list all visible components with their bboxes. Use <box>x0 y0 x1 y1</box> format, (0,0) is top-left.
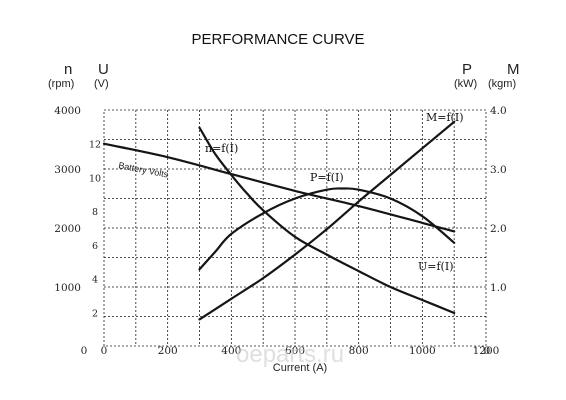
right-axis-zero-label: 0 <box>484 345 491 357</box>
axis-letter-n: n <box>64 61 72 78</box>
x-tick-label: 400 <box>221 345 241 357</box>
x-tick-label: 800 <box>349 345 369 357</box>
grid <box>104 110 486 346</box>
axis-unit-kgm: (kgm) <box>488 78 516 90</box>
x-tick-label: 600 <box>285 345 305 357</box>
label-p-curve: P=f(I) <box>310 171 344 184</box>
u-tick-label: 6 <box>92 241 98 252</box>
axis-letter-u: U <box>98 61 109 78</box>
curve-m-torque <box>198 120 456 321</box>
n-tick-label: 3000 <box>54 164 81 176</box>
axis-unit-kw: (kW) <box>454 78 477 90</box>
curve-p-power <box>198 187 456 271</box>
x-tick-label: 200 <box>158 345 178 357</box>
label-u-curve: U=f(I) <box>418 260 454 273</box>
right-tick-label: 2.0 <box>490 223 507 235</box>
u-tick-label: 8 <box>92 207 98 218</box>
x-tick-label: 1000 <box>409 345 436 357</box>
plot-frame <box>103 109 487 347</box>
curve-u-voltage <box>102 142 456 233</box>
label-m-curve: M=f(I) <box>426 111 463 124</box>
x-tick-label: 1200 <box>473 345 500 357</box>
u-tick-label: 12 <box>89 140 101 151</box>
right-tick-label: 3.0 <box>490 164 507 176</box>
curves <box>102 120 456 321</box>
x-tick-label: 0 <box>101 345 108 357</box>
u-tick-label: 4 <box>92 275 98 286</box>
curve-n-rpm <box>198 126 456 315</box>
axis-letter-m: M <box>507 61 520 78</box>
tick-labels: 0 200 400 600 800 1000 12000100020003000400024… <box>54 105 506 357</box>
right-tick-label: 4.0 <box>490 105 507 117</box>
watermark: oeparts.ru <box>236 341 344 368</box>
n-tick-label: 4000 <box>54 105 81 117</box>
n-tick-label: 1000 <box>54 282 81 294</box>
n-axis-zero-label: 0 <box>81 345 88 357</box>
axis-letter-p: P <box>462 61 472 78</box>
x-axis-label: Current (A) <box>273 362 327 374</box>
chart-title: PERFORMANCE CURVE <box>191 31 364 48</box>
label-n-curve: n=f(I) <box>205 142 238 155</box>
u-tick-label: 2 <box>92 308 98 319</box>
right-tick-label: 1.0 <box>490 282 507 294</box>
axis-unit-volt: (V) <box>94 78 109 90</box>
axis-unit-rpm: (rpm) <box>48 78 74 90</box>
label-battery-volts: Battery Volts <box>118 160 170 180</box>
u-tick-label: 10 <box>89 173 101 184</box>
n-tick-label: 2000 <box>54 223 81 235</box>
